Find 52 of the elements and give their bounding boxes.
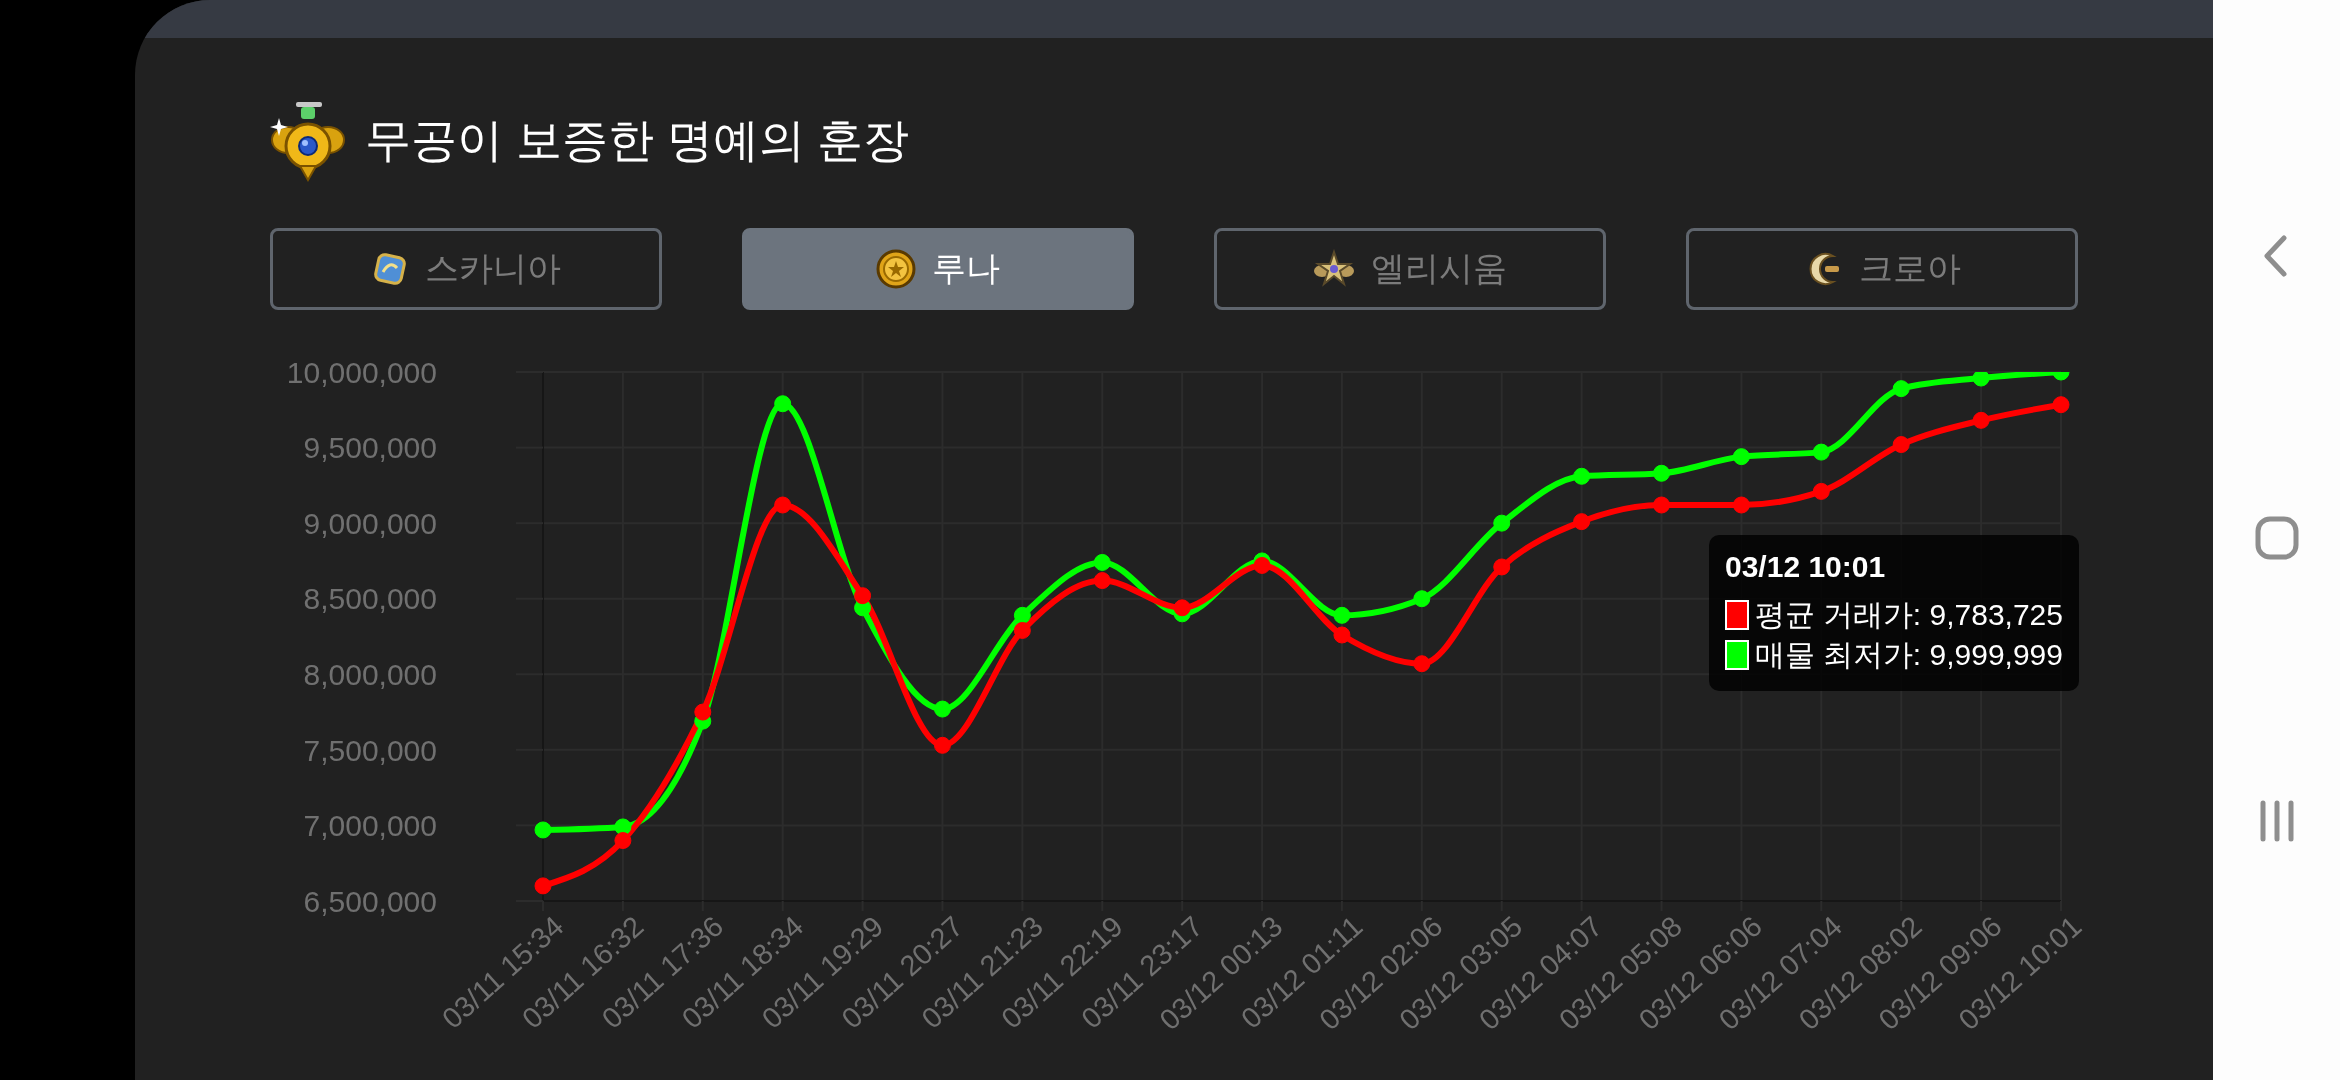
y-tick-label: 9,000,000 [303,506,437,540]
point [774,496,792,514]
point [1573,513,1591,531]
point [1093,572,1111,590]
tab-button: 스카니아 [270,228,662,310]
point [933,736,951,754]
point [1333,606,1351,624]
point [694,703,712,721]
point [2052,396,2070,414]
point [1173,599,1191,617]
annotation: : 9,999,999 [1912,637,2063,673]
legend-label: 매물 최저가 [1754,637,1913,673]
point [1093,553,1111,571]
point [1013,621,1031,639]
point [1413,655,1431,673]
point [614,832,632,850]
tab-button: 크로아 [1686,228,2078,310]
point [1892,380,1910,398]
point [774,395,792,413]
point [933,700,951,718]
y-tick-label: 10,000,000 [286,355,437,389]
point [1413,590,1431,608]
point [1493,514,1511,532]
y-tick-label: 7,500,000 [303,733,437,767]
point [1732,496,1750,514]
legend-label: 평균 거래가 [1754,597,1913,633]
y-tick-label: 7,000,000 [303,809,437,843]
chart-title: 무공이 보증한 명예의 훈장 [365,114,910,166]
point [1732,448,1750,466]
point [1573,467,1591,485]
point [1812,443,1830,461]
point [1972,411,1990,429]
point [1013,606,1031,624]
point [1253,556,1271,574]
y-tick-label: 9,500,000 [303,431,437,465]
point [534,821,552,839]
point [1493,558,1511,576]
point [1812,482,1830,500]
y-tick-label: 8,000,000 [303,657,437,691]
y-tick-label: 6,500,000 [303,884,437,918]
legend-title: 03/12 10:01 [1725,549,1887,585]
point [1972,372,1990,387]
point [1653,464,1671,482]
tab-button: 엘리시움 [1214,228,1606,310]
annotation: : 9,783,725 [1912,597,2063,633]
tab-button: 루나 [742,228,1134,310]
point [854,587,872,605]
point [534,877,552,895]
point [1892,436,1910,454]
point [1653,496,1671,514]
y-tick-label: 8,500,000 [303,582,437,616]
point [1333,626,1351,644]
